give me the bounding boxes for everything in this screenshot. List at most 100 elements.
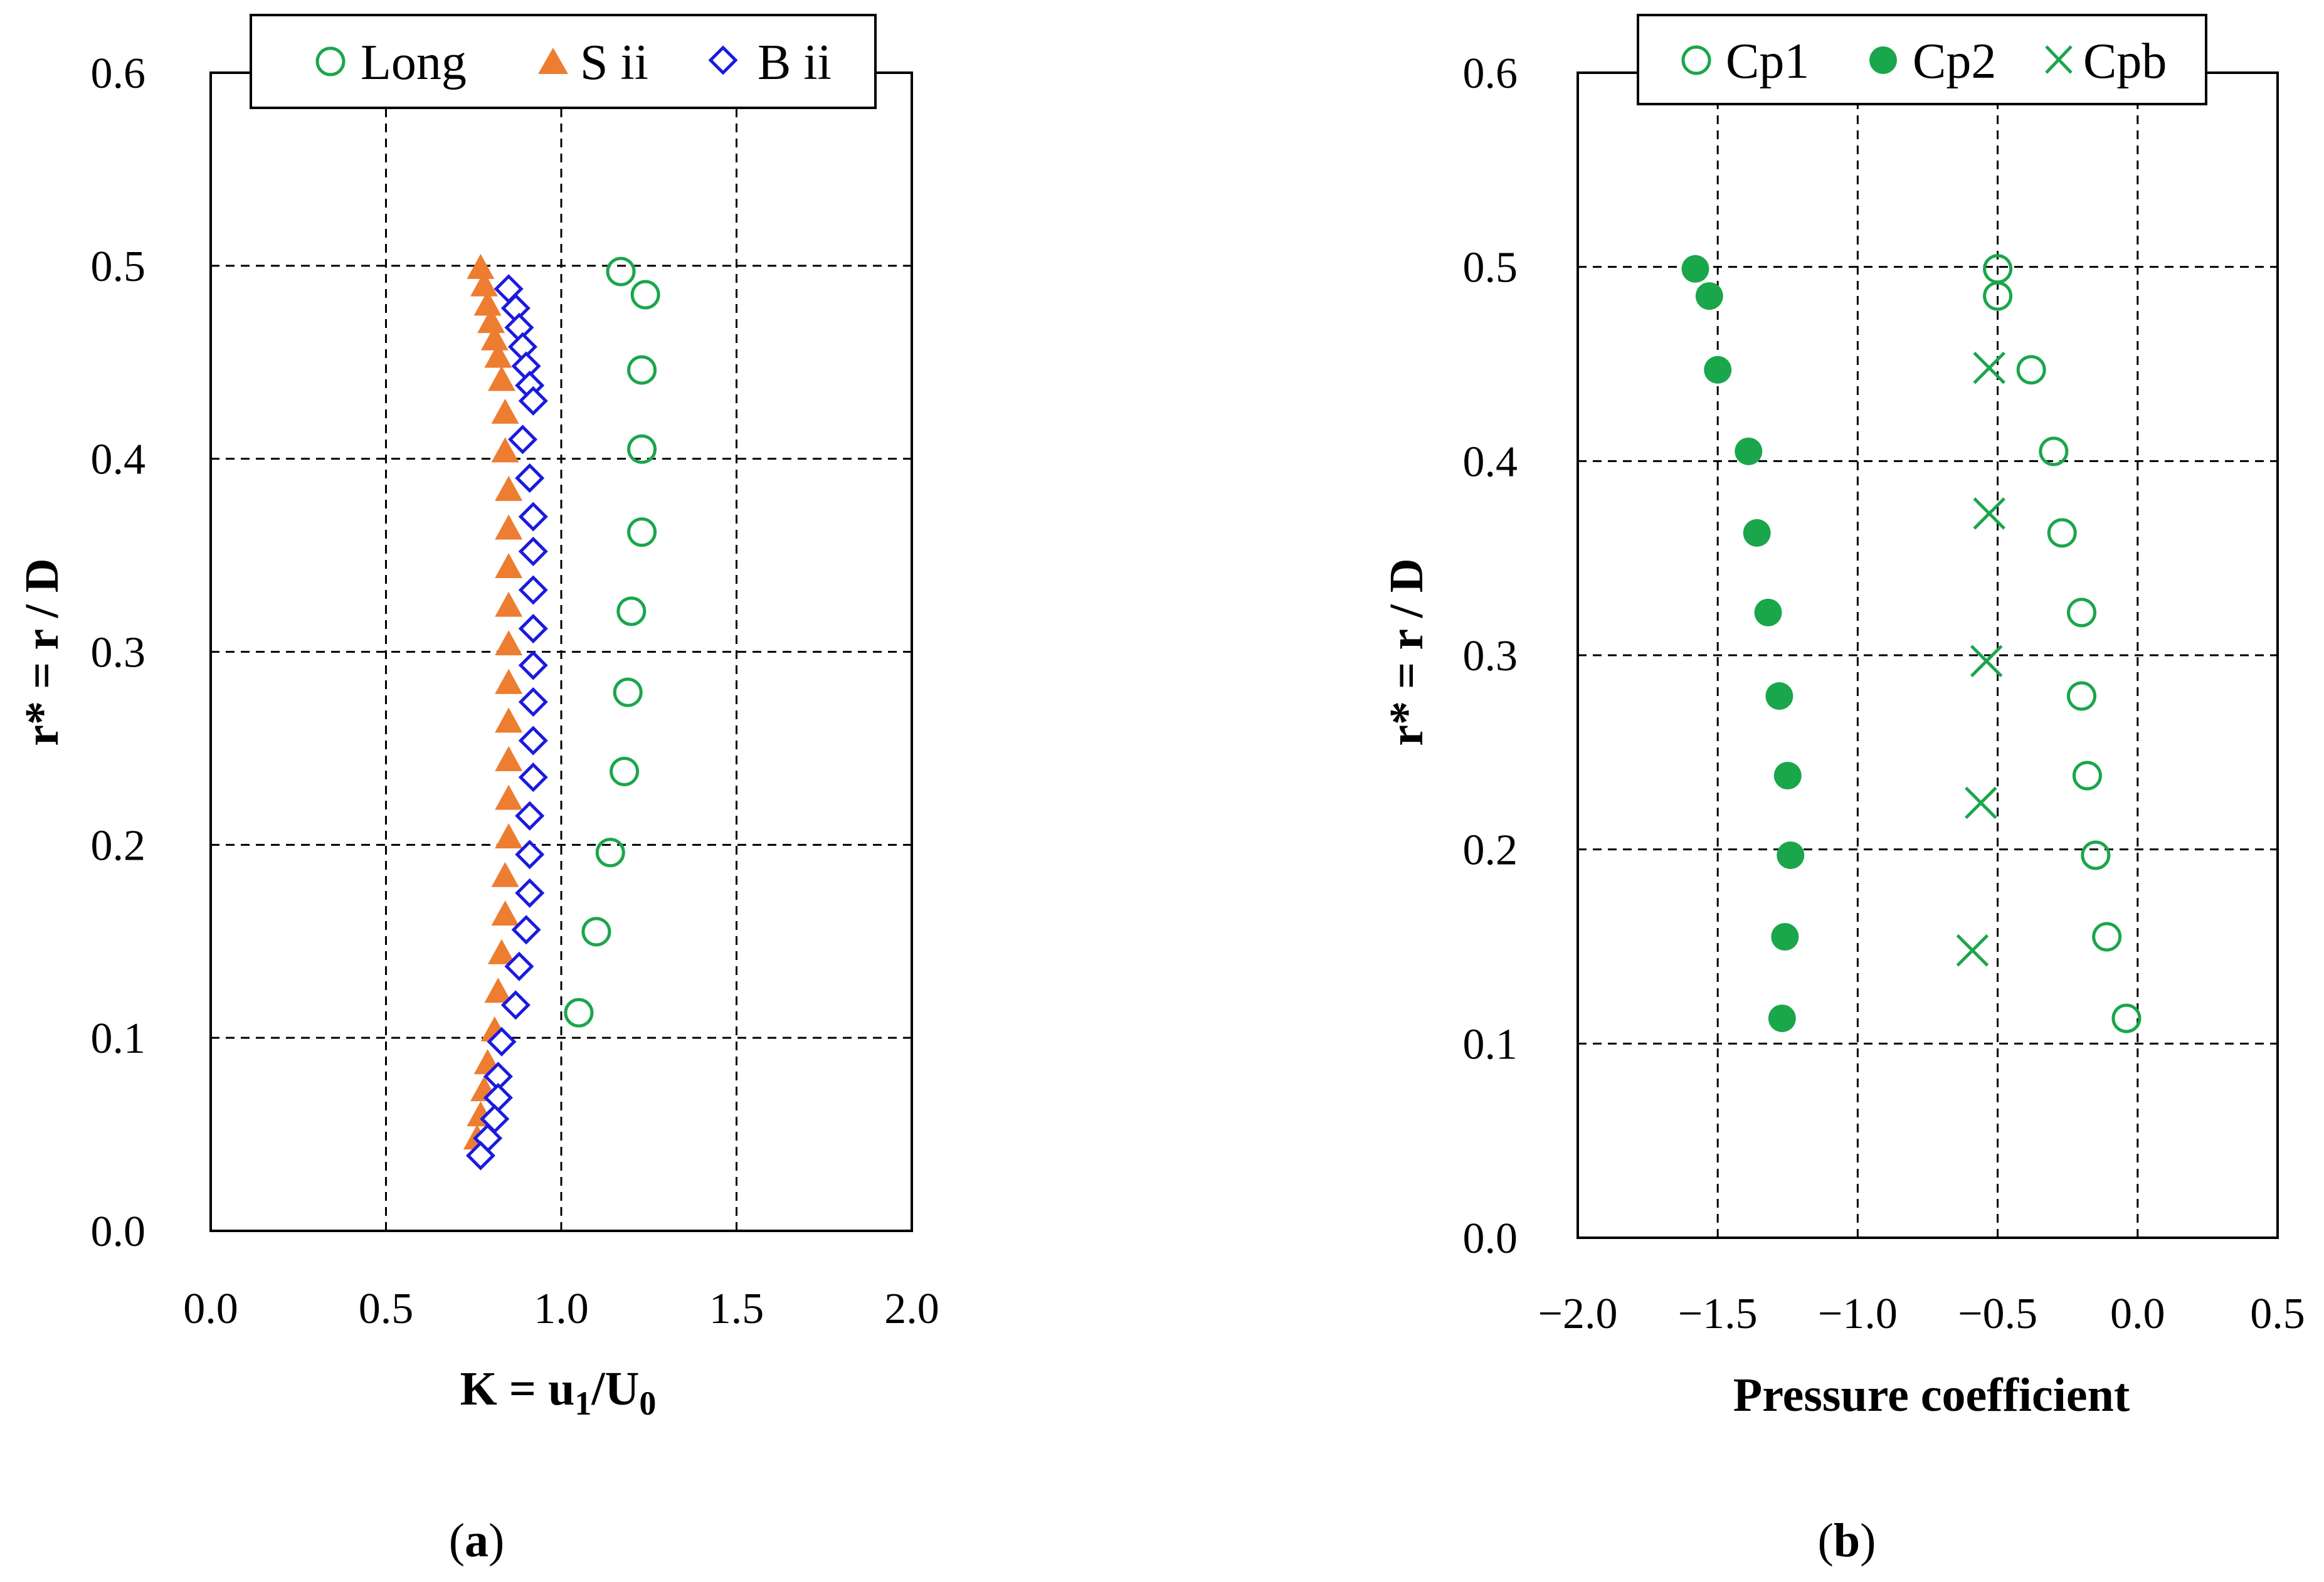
panel-a-legend: Long S ii B ii: [250, 14, 877, 109]
legend-entry-cp2: Cp2: [1869, 34, 1996, 89]
data-point-cp2: [1777, 841, 1805, 869]
data-point-b-ii: [515, 840, 545, 870]
data-point-cp1: [2072, 761, 2102, 791]
panel-a-y-tick-labels: 0.0 0.1 0.2 0.3 0.4 0.5 0.6: [91, 50, 146, 1256]
data-point-s-ii: [484, 978, 512, 1003]
legend-label-cp1: Cp1: [1726, 34, 1809, 89]
data-point-b-ii: [518, 614, 548, 644]
y-tick-label: 0.3: [1463, 632, 1518, 680]
panel-a-grid: [211, 73, 912, 1231]
panel-b-y-tick-labels: 0.0 0.1 0.2 0.3 0.4 0.5 0.6: [1463, 50, 1518, 1263]
x-marker-stroke: [1973, 497, 2005, 530]
data-point-cp2: [1765, 682, 1793, 710]
data-point-b-ii: [515, 801, 545, 831]
data-point-s-ii: [480, 325, 509, 351]
data-point-cp2: [1773, 761, 1802, 789]
data-point-s-ii: [495, 668, 523, 694]
data-point-s-ii: [491, 398, 519, 424]
x-tick-label: 0.0: [183, 1285, 238, 1333]
data-point-cp2: [1735, 437, 1763, 465]
data-point-b-ii: [500, 990, 531, 1020]
data-point-cp1: [2081, 840, 2111, 870]
x-tick-label: −0.5: [1958, 1290, 2037, 1338]
legend-marker-cp2: [1869, 46, 1897, 74]
panel-b-data-markers: [1681, 254, 2142, 1033]
panel-a-y-axis-label: r* = r / D: [16, 558, 68, 746]
y-tick-label: 0.1: [91, 1015, 146, 1063]
data-point-b-ii: [511, 915, 541, 945]
y-tick-label: 0.5: [91, 243, 146, 291]
data-point-cp2: [1681, 255, 1709, 283]
series-long: [564, 256, 660, 1028]
data-point-b-ii: [487, 1026, 517, 1057]
legend-label-long: Long: [361, 35, 467, 90]
data-point-s-ii: [491, 900, 519, 926]
data-point-cp2: [1695, 282, 1723, 310]
series-cp2: [1681, 255, 1805, 1033]
panel-a-x-axis-label: K = u1/U0: [460, 1363, 657, 1422]
x-tick-label: 1.5: [709, 1285, 764, 1333]
data-point-cp1: [2039, 436, 2069, 467]
data-point-s-ii: [495, 630, 523, 656]
y-tick-label: 0.3: [91, 629, 146, 677]
y-tick-label: 0.0: [1463, 1215, 1518, 1263]
data-point-b-ii: [518, 650, 548, 680]
data-point-b-ii: [518, 762, 548, 793]
x-tick-label: −2.0: [1538, 1290, 1618, 1338]
data-point-b-ii: [515, 463, 545, 493]
x-marker-stroke: [1973, 351, 2005, 384]
data-point-cpb: [1965, 786, 1997, 820]
legend-entry-b-ii: B ii: [708, 35, 832, 90]
data-point-b-ii: [515, 878, 545, 908]
data-point-s-ii: [484, 342, 512, 368]
panel-b-caption: (b): [1818, 1514, 1876, 1567]
data-point-cp1: [2092, 922, 2122, 952]
x-tick-label: −1.5: [1678, 1290, 1758, 1338]
panel-b: 0.0 0.1 0.2 0.3 0.4 0.5 0.6 −2.0 −1.5 −1.0 −0.5 0.…: [1380, 14, 2305, 1567]
panel-b-grid: [1578, 73, 2278, 1238]
data-point-s-ii: [487, 366, 515, 391]
y-tick-label: 0.4: [1463, 438, 1518, 486]
legend-marker-cpb-stroke-2: [2045, 45, 2073, 74]
legend-label-b-ii: B ii: [758, 35, 832, 90]
data-point-long: [627, 434, 657, 464]
data-point-b-ii: [518, 536, 548, 566]
panel-b-legend: Cp1 Cp2 Cpb: [1637, 14, 2207, 105]
y-tick-label: 0.5: [1463, 244, 1518, 292]
x-marker-stroke: [1956, 934, 1989, 967]
data-point-cp2: [1704, 356, 1732, 384]
data-point-b-ii: [518, 502, 548, 532]
data-point-s-ii: [470, 271, 499, 297]
x-tick-label: 0.0: [2110, 1290, 2165, 1338]
data-point-b-ii: [518, 687, 548, 717]
data-point-b-ii: [507, 425, 538, 455]
y-tick-label: 0.0: [91, 1208, 146, 1256]
data-point-cpb: [1973, 497, 2005, 530]
data-point-cp2: [1754, 598, 1782, 626]
data-point-s-ii: [495, 591, 523, 617]
legend-label-cpb: Cpb: [2083, 34, 2167, 89]
data-point-s-ii: [495, 784, 523, 810]
data-point-long: [606, 256, 636, 287]
data-point-long: [627, 517, 657, 547]
legend-label-s-ii: S ii: [580, 35, 648, 90]
legend-marker-long: [315, 46, 346, 76]
data-point-cp1: [2016, 355, 2046, 385]
legend-label-cp2: Cp2: [1913, 34, 1996, 89]
y-tick-label: 0.2: [91, 821, 146, 870]
y-tick-label: 0.4: [91, 436, 146, 484]
data-point-long: [564, 998, 594, 1028]
data-point-long: [595, 838, 625, 868]
y-tick-label: 0.1: [1463, 1020, 1518, 1068]
data-point-b-ii: [518, 386, 548, 416]
x-tick-label: 2.0: [884, 1285, 939, 1333]
x-tick-label: 1.0: [534, 1285, 589, 1333]
data-point-b-ii: [518, 725, 548, 756]
data-point-s-ii: [473, 290, 502, 316]
panel-a-data-markers: [463, 253, 660, 1171]
panel-a-x-tick-labels: 0.0 0.5 1.0 1.5 2.0: [183, 1285, 939, 1333]
data-point-cpb: [1973, 351, 2005, 384]
panel-a-legend-box: [250, 14, 877, 109]
data-point-s-ii: [491, 437, 519, 463]
